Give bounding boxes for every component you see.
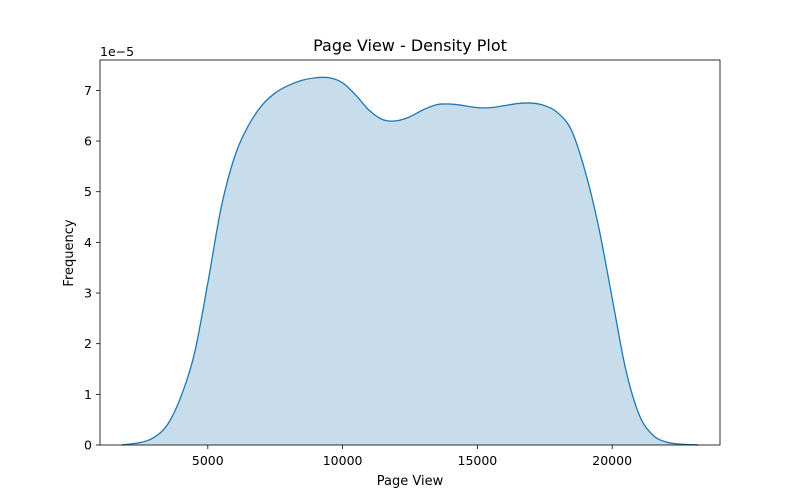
y-axis: 0 1 2 3 4 5 6 7 <box>84 83 100 453</box>
y-tick-label: 5 <box>84 184 92 199</box>
chart-title: Page View - Density Plot <box>313 36 507 55</box>
x-tick-label: 10000 <box>323 453 363 468</box>
y-tick-label: 0 <box>84 438 92 453</box>
y-tick-label: 4 <box>84 235 92 250</box>
y-tick-label: 2 <box>84 336 92 351</box>
x-axis: 5000 10000 15000 20000 <box>192 445 632 468</box>
y-tick-label: 1 <box>84 387 92 402</box>
density-line <box>121 76 699 446</box>
plot-area <box>121 76 699 446</box>
y-tick-label: 3 <box>84 286 92 301</box>
density-area <box>121 77 699 445</box>
x-tick-label: 5000 <box>192 453 224 468</box>
x-axis-label: Page View <box>377 474 444 489</box>
axes-frame <box>99 59 721 446</box>
y-tick-label: 6 <box>84 134 92 149</box>
x-tick-label: 20000 <box>592 453 632 468</box>
y-multiplier-label: 1e−5 <box>100 44 134 59</box>
y-axis-label: Frequency <box>62 219 77 286</box>
y-tick-label: 7 <box>84 83 92 98</box>
x-tick-label: 15000 <box>458 453 498 468</box>
